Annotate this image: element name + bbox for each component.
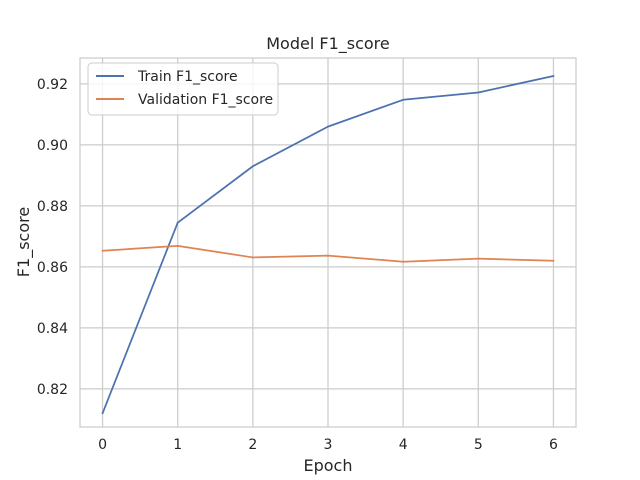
axes-frame [79,57,577,428]
y-axis-ticks: 0.82 0.84 0.86 0.88 0.90 0.92 [37,77,68,398]
legend-label-train: Train F1_score [137,69,238,85]
chart-title: Model F1_score [266,34,390,54]
y-tick-label: 0.82 [37,382,68,398]
data-point [101,412,104,415]
data-point [552,75,555,77]
data-point [402,98,405,101]
data-point [251,256,254,259]
x-tick-label: 4 [399,437,408,453]
y-tick-label: 0.88 [37,199,68,215]
x-axis-ticks: 0 1 2 3 4 5 6 [98,437,558,453]
data-point [552,259,555,262]
x-tick-label: 0 [98,437,107,453]
y-axis-label: F1_score [14,207,34,277]
data-point [176,244,179,247]
x-tick-label: 2 [248,437,257,453]
data-point [251,165,254,168]
x-tick-label: 6 [549,437,558,453]
legend-label-validation: Validation F1_score [138,92,273,108]
x-tick-label: 3 [324,437,333,453]
series-layer [101,75,555,415]
data-point [176,221,179,224]
y-tick-label: 0.90 [37,138,68,154]
legend: Train F1_score Validation F1_score [87,62,279,116]
y-tick-label: 0.86 [37,260,68,276]
x-tick-label: 1 [173,437,182,453]
y-tick-label: 0.92 [37,77,68,93]
data-point [327,254,329,257]
x-axis-label: Epoch [304,456,353,475]
data-point [327,125,329,128]
legend-box [87,62,279,116]
data-point [477,91,480,94]
plot-area [79,57,577,428]
data-point [101,249,104,252]
x-tick-label: 5 [474,437,483,453]
data-point [402,260,405,263]
y-tick-label: 0.84 [37,321,68,337]
data-point [477,257,480,260]
